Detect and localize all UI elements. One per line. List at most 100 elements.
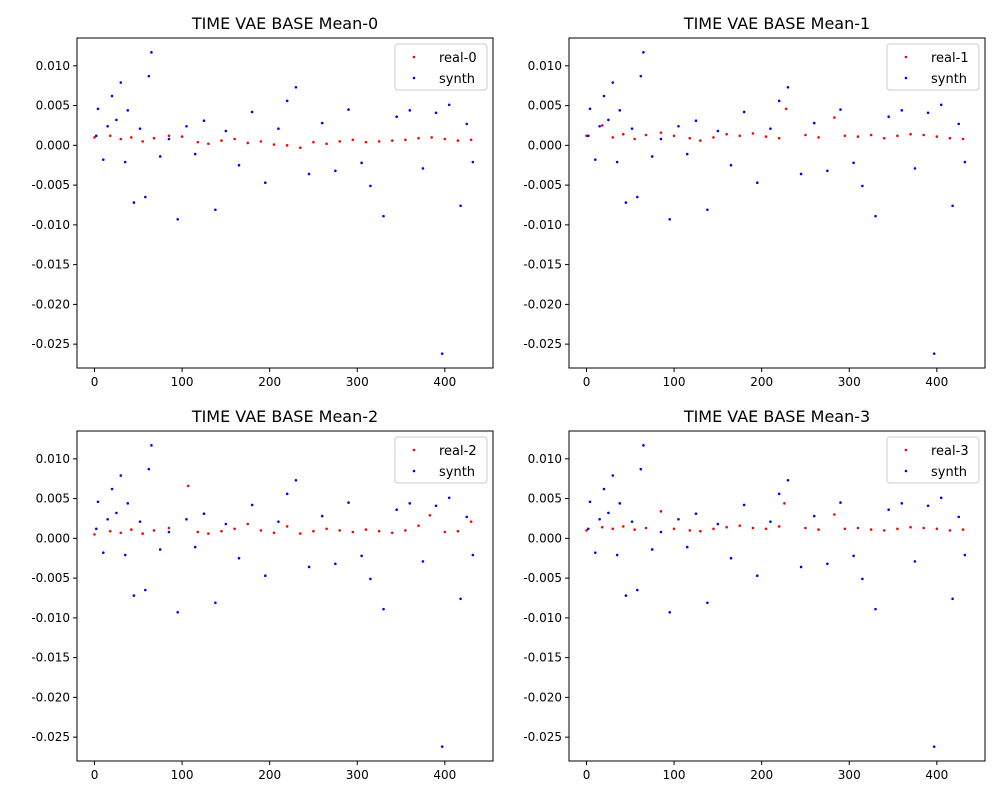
data-point: [106, 517, 109, 521]
x-tick-label: 100: [171, 768, 194, 782]
y-tick-label: -0.020: [31, 690, 70, 704]
data-point: [277, 127, 280, 130]
data-point: [158, 155, 162, 158]
data-point: [186, 484, 190, 488]
series-synth: [586, 444, 967, 748]
data-point: [826, 562, 829, 566]
data-point: [600, 124, 604, 127]
data-point: [729, 163, 733, 167]
series-real: [585, 107, 965, 142]
data-point: [624, 201, 628, 204]
data-point: [939, 103, 943, 107]
data-point: [259, 140, 263, 143]
series-real: [93, 134, 473, 150]
data-point: [777, 525, 781, 528]
data-point: [369, 184, 372, 188]
data-point: [764, 527, 768, 531]
x-tick-label: 200: [750, 375, 773, 389]
legend-label: synth: [439, 72, 475, 87]
data-point: [196, 530, 200, 534]
x-tick-label: 200: [750, 768, 773, 782]
data-point: [694, 512, 698, 515]
chart-title: TIME VAE BASE Mean-2: [191, 407, 378, 426]
y-tick-label: -0.005: [31, 571, 70, 585]
data-point: [167, 526, 171, 530]
data-point: [621, 132, 625, 136]
data-point: [712, 136, 715, 139]
data-point: [338, 529, 342, 532]
data-point: [751, 132, 755, 135]
data-point: [786, 86, 790, 89]
y-tick-label: -0.015: [31, 258, 70, 272]
data-point: [611, 81, 615, 84]
data-point: [93, 533, 96, 536]
chart-panel-1: TIME VAE BASE Mean-1 0 100 200 300 400 0.010 0.…: [523, 14, 986, 389]
x-tick-label: 300: [346, 768, 369, 782]
data-point: [909, 525, 912, 529]
data-point: [469, 520, 473, 523]
data-point: [408, 109, 412, 112]
data-point: [214, 208, 217, 212]
data-point: [96, 500, 100, 504]
legend-box: [394, 43, 488, 91]
x-tick-label: 100: [663, 375, 686, 389]
data-point: [896, 527, 899, 531]
data-point: [456, 139, 460, 142]
data-point: [725, 132, 728, 136]
data-point: [963, 553, 967, 557]
x-tick-label: 0: [91, 768, 99, 782]
x-tick-label: 100: [171, 375, 194, 389]
data-point: [285, 492, 289, 496]
data-point: [861, 577, 864, 581]
x-tick-label: 0: [583, 375, 591, 389]
data-point: [630, 520, 634, 523]
data-point: [607, 511, 610, 515]
data-point: [334, 562, 337, 566]
data-point: [618, 502, 622, 505]
y-tick-label: -0.015: [523, 651, 562, 665]
x-tick-label: 300: [838, 375, 861, 389]
data-point: [935, 135, 939, 138]
data-point: [639, 467, 643, 471]
data-point: [123, 553, 127, 557]
y-tick-label: -0.010: [523, 611, 562, 625]
data-point: [351, 138, 355, 142]
data-point: [874, 214, 877, 218]
data-point: [777, 492, 781, 496]
plot-frame: [568, 430, 986, 762]
data-point: [176, 218, 180, 221]
data-point: [390, 139, 394, 142]
x-tick-label: 400: [433, 768, 456, 782]
legend-label: real-0: [439, 51, 477, 66]
data-point: [167, 530, 171, 534]
data-point: [957, 122, 961, 126]
y-tick-label: 0.000: [528, 138, 562, 152]
y-tick-label: 0.010: [528, 59, 562, 73]
data-point: [598, 124, 601, 128]
legend-marker: [904, 469, 908, 473]
legend-marker: [412, 448, 416, 452]
data-point: [677, 124, 680, 128]
data-point: [957, 515, 961, 519]
data-point: [390, 531, 394, 535]
y-tick-label: 0.005: [528, 492, 562, 506]
data-point: [110, 94, 114, 98]
data-point: [382, 214, 385, 218]
data-point: [856, 526, 860, 530]
data-point: [618, 109, 622, 112]
data-point: [585, 529, 588, 532]
data-point: [408, 502, 412, 505]
y-tick-label: -0.020: [523, 690, 562, 704]
data-point: [882, 529, 886, 532]
data-point: [456, 529, 460, 533]
data-point: [377, 140, 381, 143]
data-point: [440, 352, 444, 355]
data-point: [799, 172, 803, 176]
data-point: [119, 531, 123, 535]
data-point: [338, 140, 342, 143]
series-synth: [586, 51, 967, 355]
data-point: [132, 201, 136, 204]
data-point: [685, 152, 689, 156]
x-tick-label: 200: [258, 768, 281, 782]
